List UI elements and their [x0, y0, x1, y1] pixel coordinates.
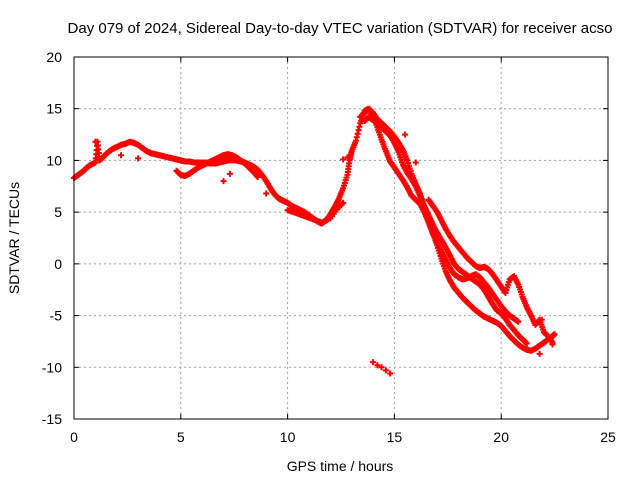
x-tick-label: 15 [387, 429, 403, 445]
data-point [92, 138, 99, 145]
data-point [382, 367, 389, 374]
data-point [538, 316, 545, 323]
x-tick-label: 5 [177, 429, 185, 445]
data-point [387, 370, 394, 377]
chart-title: Day 079 of 2024, Sidereal Day-to-day VTE… [68, 20, 613, 37]
x-tick-label: 25 [600, 429, 616, 445]
y-tick-label: -15 [42, 411, 62, 427]
y-tick-label: 5 [54, 204, 62, 220]
tick-labels-layer: 0 5 10 15 20 25 -15 -10 -5 0 5 10 15 20 [42, 49, 616, 445]
data-point [523, 340, 530, 347]
x-tick-label: 20 [493, 429, 509, 445]
data-point [515, 318, 522, 325]
data-point [549, 341, 556, 348]
data-point [408, 173, 415, 180]
data-point [370, 359, 377, 366]
data-point [135, 155, 142, 162]
data-point [402, 131, 409, 138]
data-point [551, 331, 558, 338]
data-point [117, 152, 124, 159]
y-tick-label: -10 [42, 359, 62, 375]
data-point [226, 170, 233, 177]
data-point [344, 154, 351, 161]
y-tick-label: 20 [46, 49, 62, 65]
data-point [340, 199, 347, 206]
data-point [536, 350, 543, 357]
y-axis-title: SDTVAR / TECUs [6, 182, 22, 294]
y-tick-label: -5 [50, 308, 63, 324]
data-point [263, 190, 270, 197]
data-point [412, 159, 419, 166]
y-tick-label: 10 [46, 152, 62, 168]
x-tick-label: 10 [280, 429, 296, 445]
y-tick-label: 0 [54, 256, 62, 272]
data-point [378, 364, 385, 371]
y-tick-label: 15 [46, 101, 62, 117]
x-tick-label: 0 [70, 429, 78, 445]
grid-layer [74, 57, 608, 419]
data-point [374, 362, 381, 369]
data-point [254, 173, 261, 180]
data-point [220, 178, 227, 185]
data-points-layer [71, 105, 558, 377]
data-point [340, 156, 347, 163]
plot-frame [73, 56, 609, 420]
x-axis-title: GPS time / hours [287, 458, 394, 474]
